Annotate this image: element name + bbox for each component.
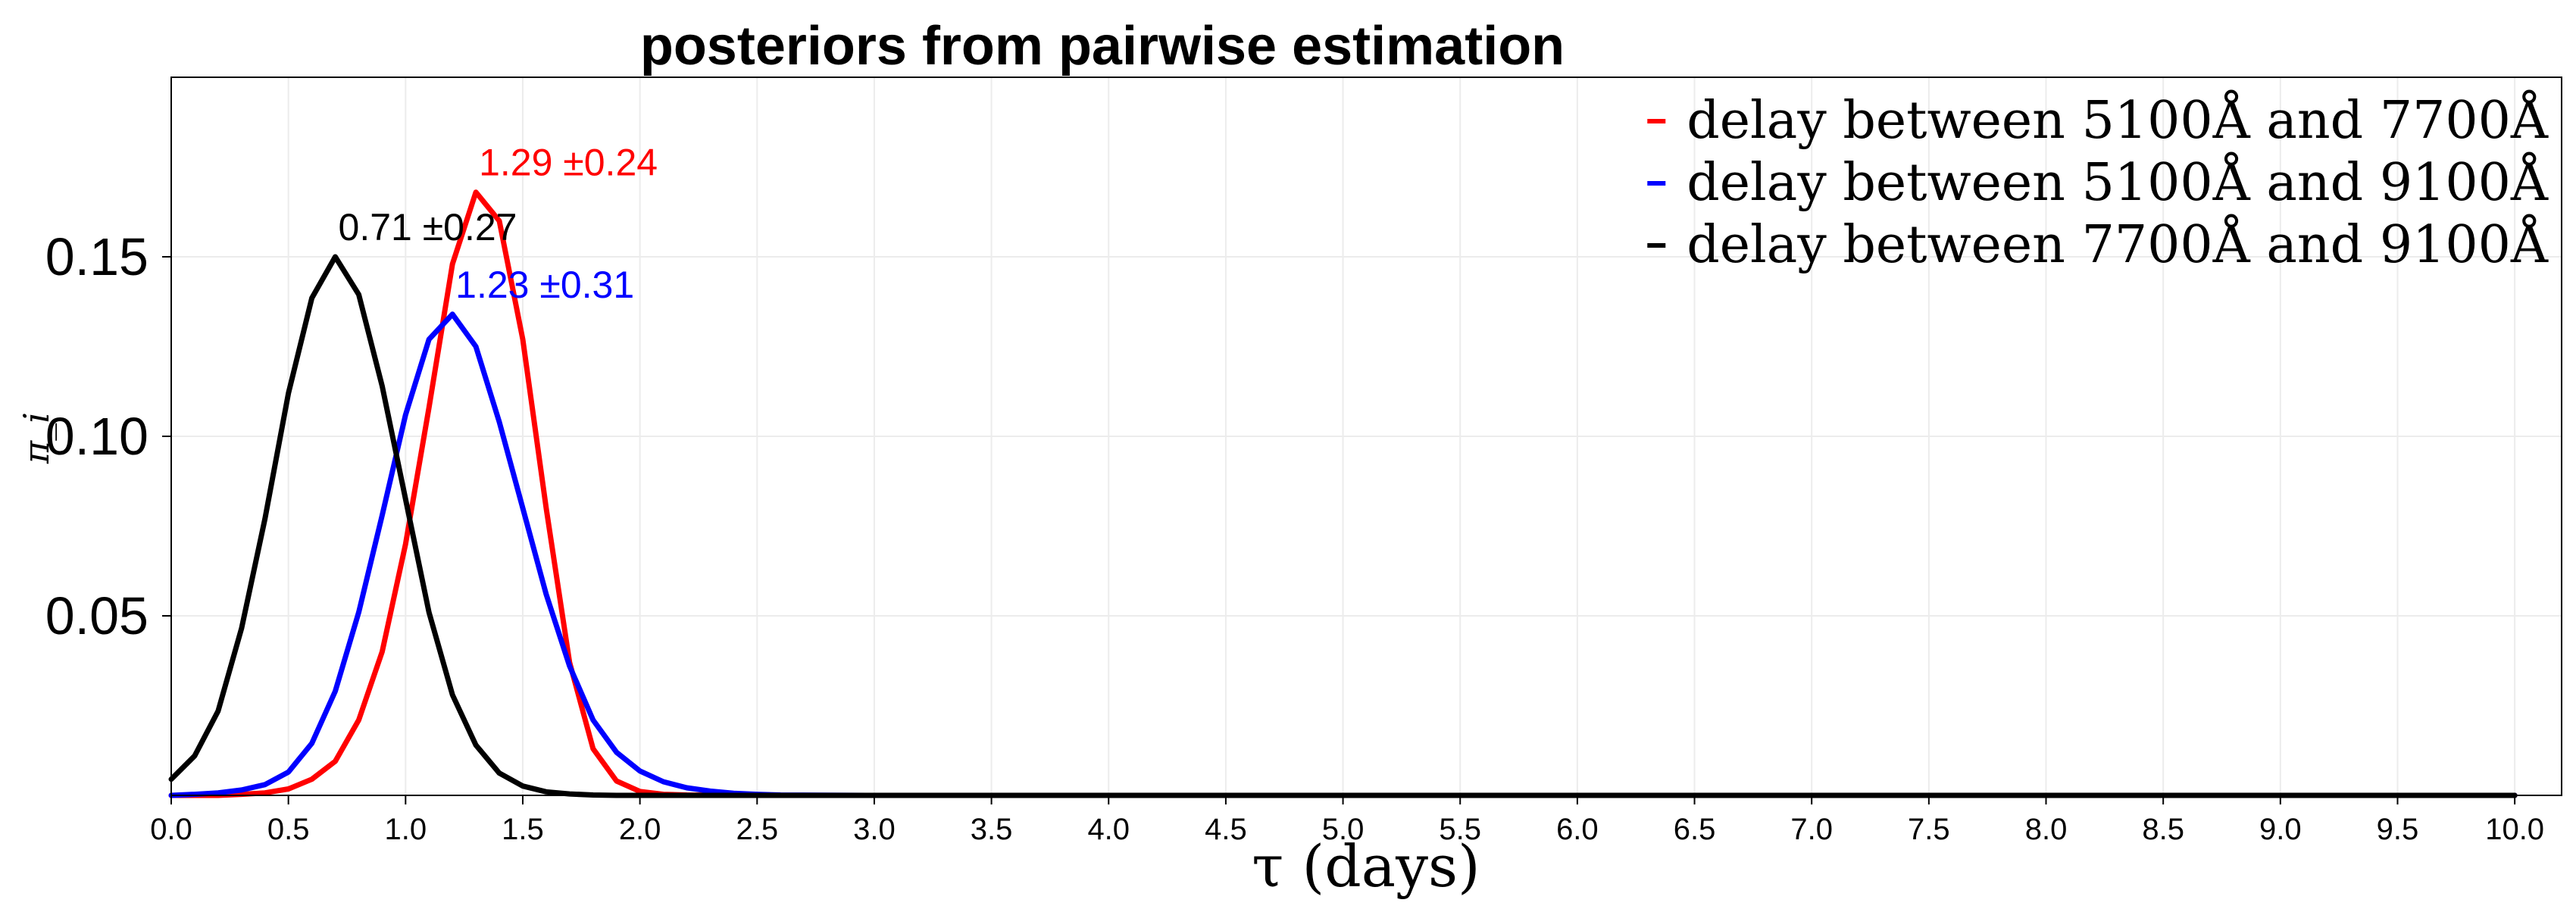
x-tick-label: 0.0	[150, 813, 192, 846]
x-tick-label: 2.5	[736, 813, 778, 846]
annotations: 1.29 ±0.24 1.23 ±0.31 0.71 ±0.27	[339, 142, 658, 306]
x-tick-label: 6.0	[1556, 813, 1599, 846]
y-tick-label: 0.10	[45, 407, 148, 466]
x-tick-label: 10.0	[2485, 813, 2544, 846]
x-tick-label: 3.5	[971, 813, 1013, 846]
x-axis-ticks: 0.0 0.5 1.0 1.5 2.0 2.5 3.0 3.5 4.0 4.5 5.0 5.5 6.0 6…	[150, 795, 2544, 846]
plot-series	[168, 189, 2518, 798]
x-tick-label: 8.0	[2025, 813, 2068, 846]
x-tick-label: 0.5	[267, 813, 310, 846]
x-tick-label: 1.5	[502, 813, 544, 846]
x-tick-label: 6.5	[1674, 813, 1716, 846]
series-line-2	[168, 254, 2518, 798]
legend-label-0: delay between 5100Å and 7700Å	[1687, 90, 2549, 151]
peak-annotation-2: 0.71 ±0.27	[339, 206, 517, 248]
x-tick-label: 2.0	[619, 813, 661, 846]
legend-label-1: delay between 5100Å and 9100Å	[1687, 152, 2549, 213]
x-tick-label: 1.0	[385, 813, 427, 846]
chart-title: posteriors from pairwise estimation	[640, 16, 1565, 77]
x-tick-label: 8.5	[2142, 813, 2184, 846]
x-tick-label: 4.0	[1087, 813, 1130, 846]
y-axis-label: π_i	[16, 412, 57, 464]
x-tick-label: 7.0	[1790, 813, 1833, 846]
x-tick-label: 9.0	[2259, 813, 2302, 846]
peak-annotation-1: 1.23 ±0.31	[455, 264, 634, 306]
x-tick-label: 5.5	[1439, 813, 1481, 846]
y-tick-label: 0.05	[45, 586, 148, 645]
x-tick-label: 9.5	[2377, 813, 2419, 846]
y-tick-label: 0.15	[45, 227, 148, 286]
x-tick-label: 5.0	[1322, 813, 1365, 846]
x-axis-label: τ (days)	[1252, 832, 1480, 900]
x-tick-label: 4.5	[1205, 813, 1247, 846]
y-axis-ticks: 0.05 0.10 0.15	[45, 227, 171, 645]
peak-annotation-0: 1.29 ±0.24	[479, 142, 658, 184]
series-line-1	[168, 311, 2518, 798]
x-tick-label: 3.0	[853, 813, 896, 846]
grid	[170, 77, 2562, 795]
x-tick-label: 7.5	[1908, 813, 1950, 846]
legend-label-2: delay between 7700Å and 9100Å	[1687, 214, 2549, 275]
